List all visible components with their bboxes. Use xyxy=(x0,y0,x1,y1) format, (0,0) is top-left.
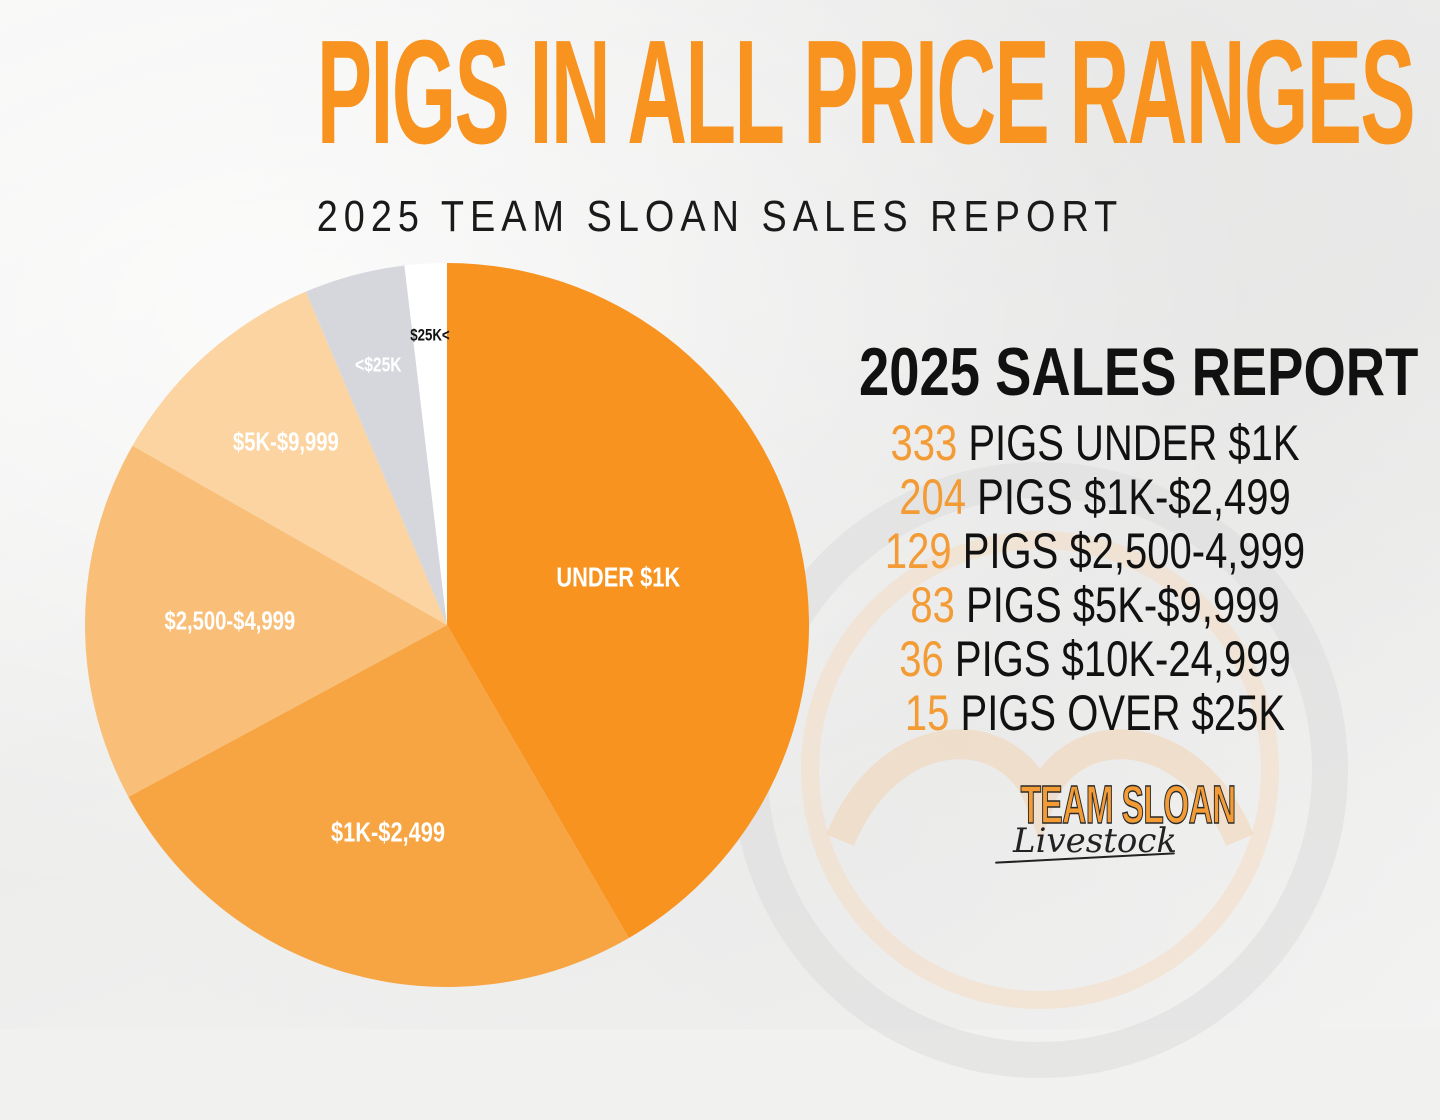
report-title: 2025 SALES REPORT xyxy=(859,334,1419,410)
pie-slice-label: UNDER $1K xyxy=(556,562,680,593)
report-line: 36 PIGS $10K-24,999 xyxy=(859,632,1331,686)
pie-slice-label: $25K< xyxy=(410,326,450,345)
pie-slice-label: <$25K xyxy=(355,354,401,376)
report-text: PIGS $5K-$9,999 xyxy=(966,577,1280,633)
pie-slice-label: $5K-$9,999 xyxy=(233,427,339,456)
pie-slice xyxy=(128,625,629,987)
report-line: 129 PIGS $2,500-4,999 xyxy=(859,524,1331,578)
report-count: 204 xyxy=(899,469,967,525)
report-text: PIGS UNDER $1K xyxy=(968,415,1300,471)
pie-slice-label: $1K-$2,499 xyxy=(331,817,445,848)
report-line: 333 PIGS UNDER $1K xyxy=(859,416,1331,470)
pie-slice xyxy=(404,263,447,625)
report-count: 333 xyxy=(890,415,958,471)
report-count: 129 xyxy=(884,523,952,579)
report-list: 333 PIGS UNDER $1K 204 PIGS $1K-$2,499 1… xyxy=(800,416,1390,740)
sales-report-panel: 2025 SALES REPORT 333 PIGS UNDER $1K 204… xyxy=(800,330,1419,740)
pie-slice xyxy=(305,265,447,625)
pie-slice xyxy=(447,263,809,939)
report-count: 83 xyxy=(910,577,955,633)
report-count: 36 xyxy=(899,631,944,687)
pie-chart: UNDER $1K $1K-$2,499 $2,500-$4,999 $5K-$9,9… xyxy=(84,263,809,987)
pie-slice xyxy=(132,291,447,625)
pie-slice-label: $2,500-$4,999 xyxy=(164,606,295,635)
pie-slice xyxy=(84,445,447,797)
report-line: 15 PIGS OVER $25K xyxy=(859,686,1331,740)
report-text: PIGS $10K-24,999 xyxy=(954,631,1291,687)
report-text: PIGS $2,500-4,999 xyxy=(962,523,1306,579)
report-text: PIGS $1K-$2,499 xyxy=(977,469,1291,525)
report-text: PIGS OVER $25K xyxy=(960,685,1286,741)
logo-script: Livestock xyxy=(1012,821,1177,861)
team-sloan-logo: TEAM SLOAN Livestock xyxy=(975,774,1237,865)
report-count: 15 xyxy=(904,685,950,741)
report-line: 204 PIGS $1K-$2,499 xyxy=(859,470,1331,524)
subtitle: 2025 TEAM SLOAN SALES REPORT xyxy=(316,192,1124,241)
report-line: 83 PIGS $5K-$9,999 xyxy=(859,578,1331,632)
